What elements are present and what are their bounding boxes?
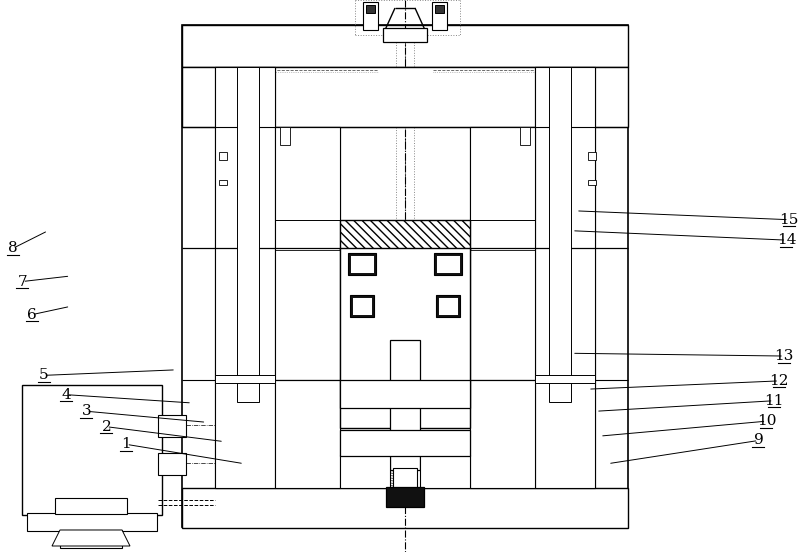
Bar — [60, 530, 122, 548]
Bar — [588, 152, 596, 160]
Bar — [363, 2, 378, 30]
Bar — [158, 415, 186, 437]
Text: 14: 14 — [777, 233, 796, 247]
Bar — [182, 488, 628, 528]
Bar — [366, 5, 375, 13]
Polygon shape — [470, 380, 535, 488]
Bar — [340, 248, 470, 428]
Bar — [435, 5, 444, 13]
Bar — [237, 67, 259, 402]
Text: 10: 10 — [757, 414, 776, 428]
Polygon shape — [275, 380, 340, 488]
Bar — [182, 25, 628, 67]
Bar — [348, 253, 376, 275]
Text: 12: 12 — [770, 374, 789, 388]
Bar — [275, 127, 340, 380]
Bar — [215, 375, 275, 383]
Bar — [22, 385, 162, 515]
Bar — [158, 453, 186, 475]
Text: 7: 7 — [18, 274, 27, 289]
Text: 6: 6 — [27, 307, 37, 322]
Bar — [393, 468, 417, 488]
Bar — [215, 67, 275, 380]
Text: 3: 3 — [82, 404, 91, 418]
Bar — [340, 430, 470, 456]
Bar — [535, 375, 595, 383]
Bar — [182, 67, 628, 127]
Bar — [340, 380, 470, 408]
Text: 11: 11 — [764, 394, 783, 408]
Text: 15: 15 — [779, 213, 798, 227]
Bar — [215, 380, 275, 488]
Bar — [27, 513, 157, 531]
Bar — [350, 295, 374, 317]
Text: 1: 1 — [122, 437, 131, 452]
Text: 13: 13 — [774, 349, 794, 363]
Bar — [438, 297, 458, 315]
Bar — [390, 340, 420, 470]
Polygon shape — [535, 380, 595, 488]
Bar — [470, 127, 535, 380]
Bar — [535, 67, 595, 380]
Bar — [436, 295, 460, 317]
Polygon shape — [275, 127, 340, 380]
Bar — [275, 380, 340, 488]
Bar — [434, 253, 462, 275]
Bar — [182, 25, 628, 527]
Polygon shape — [470, 127, 535, 380]
Polygon shape — [52, 530, 130, 546]
Bar — [350, 255, 374, 273]
Polygon shape — [215, 67, 275, 380]
Bar — [340, 220, 470, 250]
Text: 8: 8 — [8, 241, 18, 256]
Bar — [470, 380, 535, 488]
Bar — [352, 297, 372, 315]
Bar — [420, 455, 470, 488]
Polygon shape — [215, 380, 275, 488]
Text: 9: 9 — [754, 433, 763, 448]
Bar — [549, 67, 571, 402]
Bar — [535, 380, 595, 488]
Text: 5: 5 — [39, 368, 49, 383]
Bar — [383, 28, 427, 42]
Bar — [436, 255, 460, 273]
Bar — [432, 2, 447, 30]
Text: 2: 2 — [102, 420, 111, 434]
Bar — [219, 152, 227, 160]
Bar — [219, 180, 227, 185]
Text: 4: 4 — [62, 388, 71, 402]
Bar — [280, 127, 290, 145]
Bar — [386, 487, 424, 507]
Polygon shape — [535, 67, 595, 380]
Bar — [520, 127, 530, 145]
Bar — [588, 180, 596, 185]
Bar — [55, 498, 127, 514]
Bar — [340, 455, 390, 488]
